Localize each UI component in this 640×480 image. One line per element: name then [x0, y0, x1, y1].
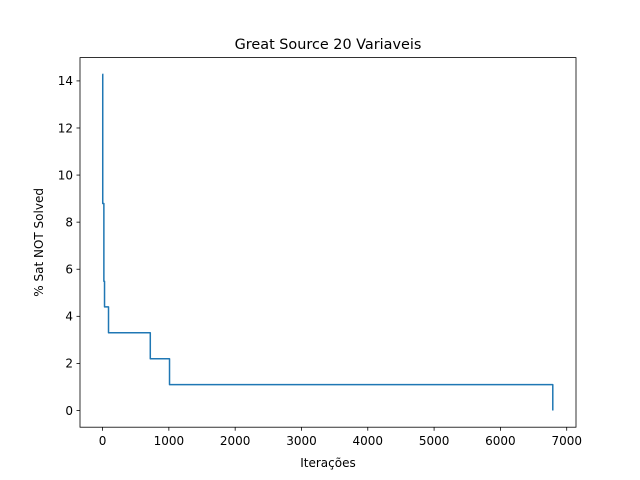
- y-tick-label: 2: [65, 357, 73, 371]
- x-axis-label: Iterações: [300, 456, 356, 470]
- x-tick-label: 2000: [220, 434, 251, 448]
- y-axis-label: % Sat NOT Solved: [32, 188, 46, 297]
- y-tick-label: 4: [65, 310, 73, 324]
- plot-frame: [79, 57, 577, 428]
- x-tick-label: 7000: [551, 434, 582, 448]
- chart-title: Great Source 20 Variaveis: [235, 37, 422, 53]
- y-tick-label: 12: [58, 121, 73, 135]
- x-tick-label: 4000: [353, 434, 384, 448]
- x-tick-label: 6000: [485, 434, 516, 448]
- x-tick-label: 1000: [154, 434, 185, 448]
- y-tick-label: 0: [65, 404, 73, 418]
- series-line-0: [101, 73, 554, 411]
- y-tick-label: 8: [65, 215, 73, 229]
- x-tick-label: 0: [99, 434, 107, 448]
- y-tick-label: 10: [58, 168, 73, 182]
- y-tick-label: 6: [65, 263, 73, 277]
- x-tick-label: 5000: [419, 434, 450, 448]
- y-tick-label: 14: [58, 74, 73, 88]
- x-tick-label: 3000: [286, 434, 317, 448]
